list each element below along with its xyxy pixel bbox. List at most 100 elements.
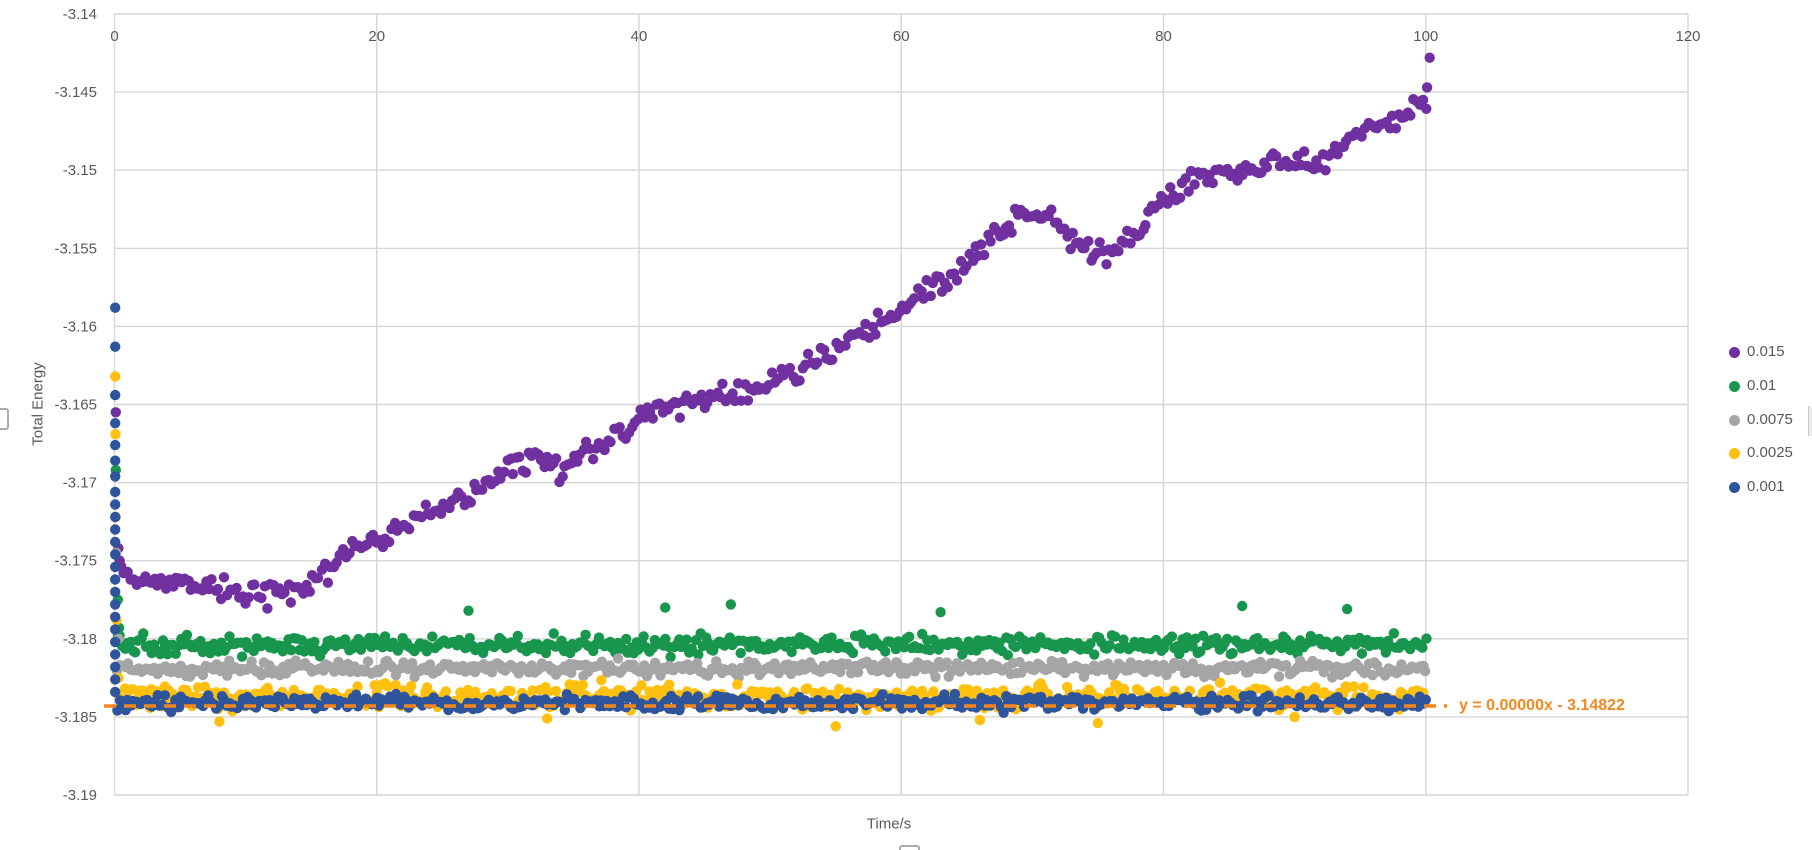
clipped-checkbox-fragment-left[interactable] [0, 408, 9, 430]
data-point-0.015 [1189, 179, 1200, 190]
data-point-0.01 [1356, 648, 1368, 659]
data-point-0.001 [110, 649, 121, 660]
data-point-0.015 [110, 407, 122, 418]
data-point-0.001 [110, 389, 121, 401]
legend-item-00075[interactable]: 0.0075 [1729, 410, 1793, 430]
data-point-0.0025 [732, 679, 743, 690]
data-point-0.015 [909, 293, 920, 304]
legend-item-001[interactable]: 0.01 [1729, 376, 1776, 396]
y-tick-label: -3.14 [63, 6, 97, 23]
data-point-0.01 [1104, 640, 1115, 651]
data-point-0.015 [614, 422, 625, 433]
data-point-0.001 [110, 674, 121, 685]
data-point-0.0025 [1310, 682, 1321, 693]
y-tick-label: -3.175 [54, 553, 97, 570]
x-tick-label: 100 [1413, 28, 1438, 45]
data-point-0.015 [557, 471, 568, 482]
data-point-0.0025 [817, 686, 829, 697]
data-point-0.0075 [197, 669, 209, 681]
data-point-0.0075 [362, 656, 374, 667]
data-point-0.015 [985, 236, 996, 247]
data-point-0.01 [138, 628, 149, 639]
data-point-0.01 [286, 645, 297, 656]
data-point-0.0025 [577, 679, 588, 691]
data-point-0.001 [112, 705, 123, 716]
data-point-0.01 [170, 648, 181, 659]
data-point-0.015 [507, 468, 518, 480]
data-point-0.0025 [382, 681, 393, 692]
data-point-0.001 [110, 511, 121, 523]
clipped-checkbox-fragment-bottom[interactable] [899, 845, 920, 850]
data-point-0.0025 [1348, 681, 1360, 692]
data-point-0.01 [1166, 631, 1178, 642]
data-point-0.015 [1405, 110, 1416, 121]
data-point-0.0025 [440, 686, 451, 697]
data-point-0.015 [420, 499, 431, 510]
data-point-0.015 [1320, 165, 1331, 176]
data-point-0.0025 [1289, 711, 1300, 723]
data-point-0.015 [1207, 177, 1218, 189]
x-tick-label: 60 [893, 28, 910, 45]
data-point-0.001 [110, 549, 121, 560]
data-point-0.0075 [407, 658, 418, 669]
data-point-0.015 [256, 592, 267, 604]
legend-label-001: 0.01 [1747, 377, 1777, 394]
data-point-0.015 [647, 413, 658, 424]
data-point-0.001 [159, 690, 171, 701]
data-point-0.01 [638, 631, 649, 642]
data-point-0.015 [1094, 237, 1105, 248]
data-point-0.001 [110, 418, 121, 429]
data-point-0.015 [794, 375, 805, 386]
data-point-0.001 [110, 661, 121, 673]
data-point-0.0025 [1214, 677, 1226, 688]
data-point-0.0025 [214, 716, 225, 727]
data-point-0.01 [621, 633, 632, 645]
legend-item-0015[interactable]: 0.015 [1729, 342, 1785, 362]
data-point-0.015 [975, 239, 987, 250]
data-point-0.01 [496, 635, 508, 646]
data-point-0.0025 [406, 680, 417, 692]
data-point-0.01 [309, 636, 320, 648]
data-point-0.015 [696, 389, 707, 400]
data-point-0.015 [344, 548, 355, 559]
legend-label-00025: 0.0025 [1747, 444, 1793, 461]
data-point-0.01 [1085, 638, 1096, 649]
data-point-0.01 [786, 646, 797, 658]
data-point-0.001 [212, 701, 224, 712]
legend-item-0001[interactable]: 0.001 [1729, 477, 1785, 497]
data-point-0.001 [949, 688, 961, 700]
data-point-0.0025 [470, 686, 481, 698]
data-point-0.01 [847, 647, 859, 659]
data-point-0.001 [110, 586, 121, 598]
y-tick-label: -3.19 [63, 787, 97, 804]
data-point-0.001 [110, 499, 121, 510]
data-point-0.015 [514, 451, 525, 463]
data-point-0.01 [1388, 628, 1400, 639]
data-point-0.0075 [1273, 671, 1285, 682]
data-point-0.001 [110, 439, 121, 451]
data-point-0.001 [110, 599, 121, 610]
right-edge-fragment [1808, 406, 1812, 436]
data-point-0.01 [463, 605, 474, 616]
data-point-0.01 [1237, 600, 1248, 612]
x-tick-label: 0 [110, 28, 118, 45]
data-point-0.01 [735, 647, 746, 659]
data-point-0.01 [1195, 646, 1206, 657]
data-point-0.001 [110, 524, 121, 535]
data-point-0.015 [742, 395, 754, 406]
data-point-0.0075 [1367, 670, 1378, 681]
data-point-0.015 [279, 587, 290, 598]
y-tick-label: -3.145 [54, 84, 97, 101]
data-point-0.01 [580, 629, 591, 640]
legend-marker-00025-icon [1729, 447, 1740, 459]
data-point-0.01 [725, 599, 736, 610]
data-point-0.001 [1206, 690, 1217, 702]
data-point-0.0075 [941, 657, 953, 668]
legend-item-00025[interactable]: 0.0025 [1729, 443, 1793, 463]
data-point-0.015 [872, 307, 884, 318]
data-point-0.001 [110, 624, 121, 635]
data-point-0.01 [512, 630, 523, 642]
data-point-0.001 [390, 688, 402, 700]
data-point-0.015 [1113, 246, 1124, 257]
